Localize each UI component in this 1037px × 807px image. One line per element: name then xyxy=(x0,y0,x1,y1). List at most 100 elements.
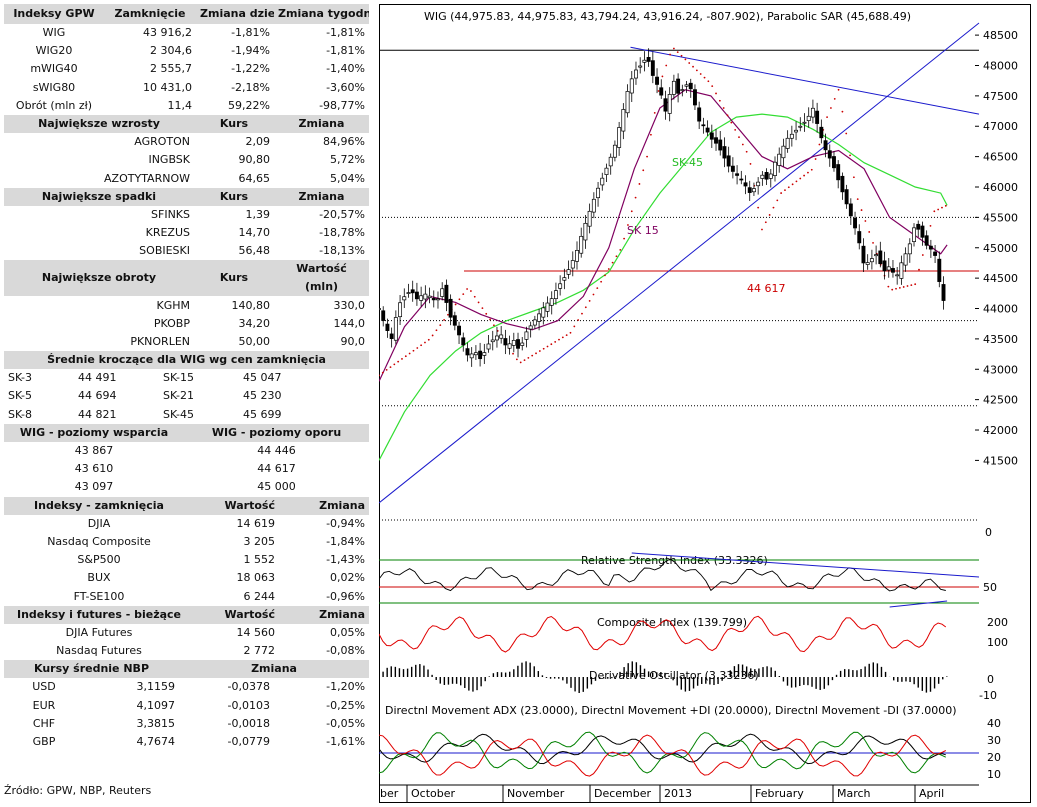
sar-dot xyxy=(772,206,775,209)
sar-dot xyxy=(485,312,488,315)
candle-body xyxy=(642,59,647,63)
candle-body xyxy=(473,352,478,356)
cell: 1,39 xyxy=(245,207,271,221)
candle-body xyxy=(937,258,942,282)
candle-body xyxy=(617,127,622,148)
sar-dot xyxy=(841,110,844,113)
sar-dot xyxy=(481,307,484,310)
candle-body xyxy=(495,335,499,341)
candle-body xyxy=(751,188,756,193)
sar-dot xyxy=(864,220,867,222)
cell: 4,1097 xyxy=(136,698,176,712)
cell: mWIG40 xyxy=(30,62,78,76)
sar-dot xyxy=(895,287,897,290)
sar-dot xyxy=(845,132,848,135)
x-tick-label: February xyxy=(755,787,804,800)
table-row: mWIG40 2 555,7 -1,22% -1,40% xyxy=(4,60,369,78)
cell: WIG xyxy=(42,26,66,40)
cell: 5,72% xyxy=(330,153,365,167)
table-row: FT-SE100 6 244 -0,96% xyxy=(4,587,369,605)
level-label: 44 617 xyxy=(747,282,786,295)
sar-dot xyxy=(431,334,434,337)
candle-body xyxy=(545,302,550,312)
sar-dot xyxy=(818,143,821,146)
cell: 90,80 xyxy=(238,153,271,167)
sar-dot xyxy=(906,285,909,287)
cell: SK-45 xyxy=(163,407,195,421)
table-row: KGHM 140,80 330,0 xyxy=(4,296,369,314)
candle-body xyxy=(612,144,617,158)
column-header: Zmiana dzienna xyxy=(196,4,274,24)
sar-dot xyxy=(741,143,744,146)
candle-body xyxy=(436,298,440,301)
cell: 2 304,6 xyxy=(150,44,192,58)
sar-dot xyxy=(669,53,671,56)
candle-body xyxy=(810,107,815,118)
cell: 56,48 xyxy=(238,244,271,258)
nbp-rates-table: Kursy średnie NBP Zmiana USD 3,1159 -0,037… xyxy=(4,660,370,751)
candle-body xyxy=(381,310,386,321)
candle-body xyxy=(541,307,546,318)
candle-body xyxy=(714,137,718,144)
sar-dot xyxy=(787,186,790,189)
candle-body xyxy=(461,337,466,346)
candle-body xyxy=(583,222,588,241)
candle-body xyxy=(482,352,487,356)
oscillator-panel: Derivative Oscillator (3.33236) 0 -10 xyxy=(382,661,997,702)
candle-body xyxy=(423,293,428,300)
sar-dot xyxy=(764,221,767,224)
rsi-panel: Relative Strength Index (33.3326) 50 xyxy=(378,552,997,608)
sar-dot xyxy=(538,350,541,352)
candle-body xyxy=(781,145,786,159)
cell: 2 772 xyxy=(243,644,276,658)
sar-dot xyxy=(477,301,480,304)
sar-dot xyxy=(914,283,917,286)
cell: -20,57% xyxy=(319,207,365,221)
candle-body xyxy=(680,89,685,91)
sar-dot xyxy=(550,343,553,346)
sar-dot xyxy=(860,209,863,211)
candle-body xyxy=(891,268,895,273)
cell: -2,18% xyxy=(231,80,270,94)
composite-title: Composite Index (139.799) xyxy=(597,616,747,629)
sar-dot xyxy=(646,155,648,158)
sar-dot xyxy=(615,255,618,258)
y-tick-label: 41500 xyxy=(983,454,1018,467)
sar-dot xyxy=(577,319,580,321)
source-note: Źródło: GPW, NBP, Reuters xyxy=(4,784,152,797)
column-header: Kurs xyxy=(194,260,274,297)
candle-body xyxy=(789,133,794,139)
candle-body xyxy=(756,181,761,187)
candle-body xyxy=(579,235,584,254)
candle-body xyxy=(553,290,558,300)
sar-dot xyxy=(810,168,813,171)
column-header: Kurs xyxy=(194,114,274,134)
sar-dot xyxy=(554,341,557,343)
cell: 45 699 xyxy=(243,407,282,421)
table-row: WIG 43 916,2 -1,81% -1,81% xyxy=(4,24,369,42)
candle-body xyxy=(566,269,571,275)
sar-dot xyxy=(650,133,652,136)
minus-di-line xyxy=(378,734,947,777)
candle-body xyxy=(806,115,811,121)
rsi-trendline xyxy=(631,552,980,578)
candle-body xyxy=(532,319,537,326)
candle-body xyxy=(823,140,828,151)
cell: SOBIESKI xyxy=(139,244,190,258)
candle-body xyxy=(886,266,891,271)
sar-dot xyxy=(665,64,668,67)
candle-body xyxy=(844,189,849,205)
sar-dot xyxy=(404,355,407,358)
sar-dot xyxy=(833,98,836,100)
sk15-label: SK 15 xyxy=(627,224,659,237)
sar-dot xyxy=(447,313,449,316)
table-row: SK-8 44 821 SK-45 45 699 xyxy=(4,406,369,424)
table-row: GBP 4,7674 -0,0779 -1,61% xyxy=(4,733,369,751)
table-row: DJIA 14 619 -0,94% xyxy=(4,515,369,533)
candle-body xyxy=(655,76,659,85)
sar-dot xyxy=(470,290,472,292)
candle-body xyxy=(718,139,723,151)
candle-body xyxy=(414,291,419,300)
sk45-label: SK-45 xyxy=(672,156,703,169)
y-tick-label: 100 xyxy=(987,636,1008,649)
